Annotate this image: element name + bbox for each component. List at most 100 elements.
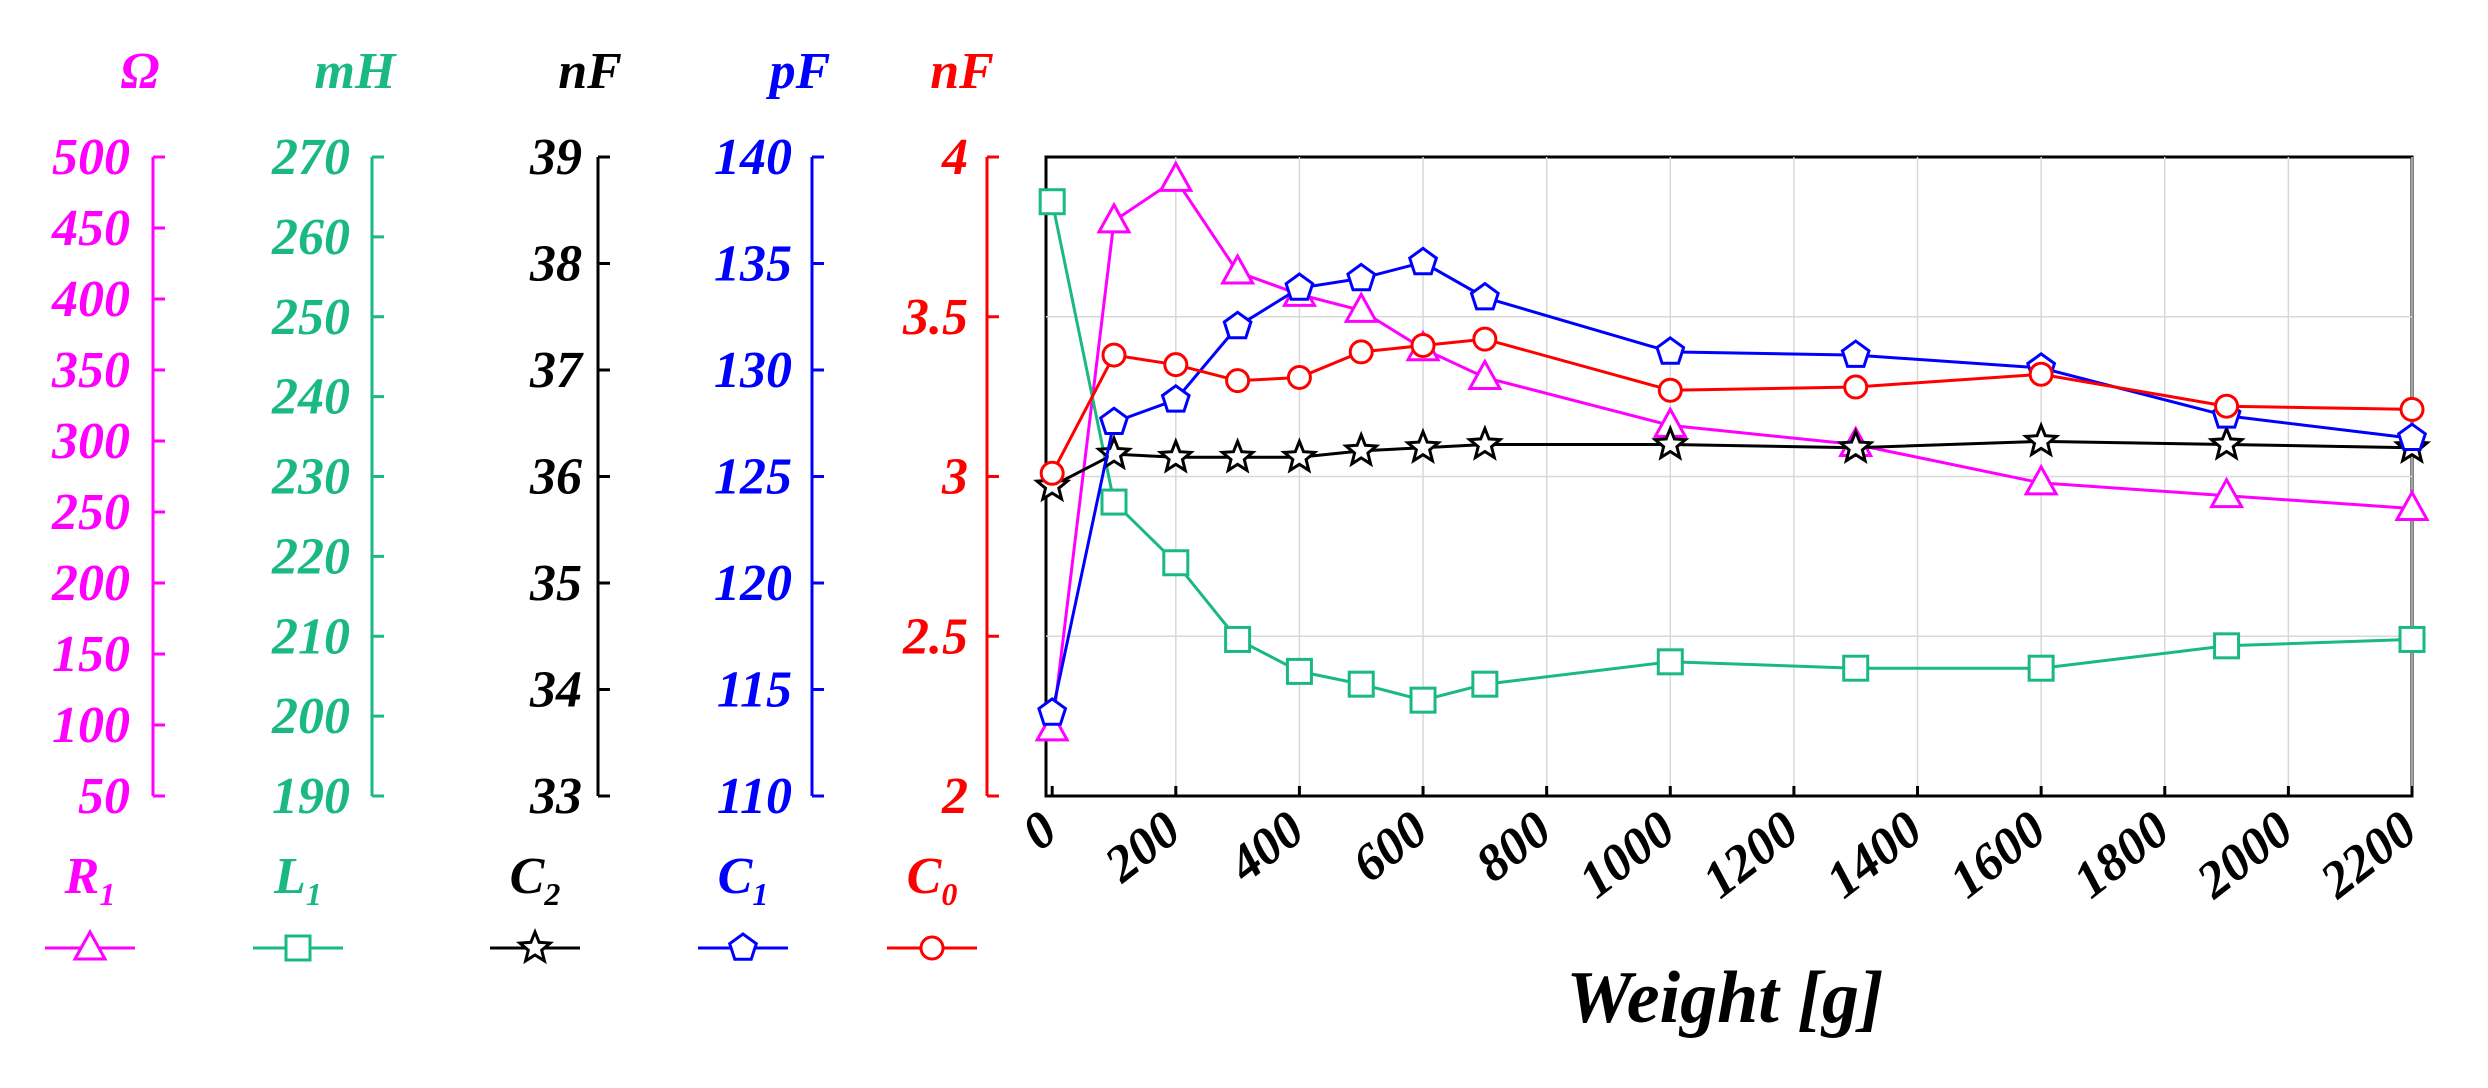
x-tick-label: 200 — [1094, 801, 1191, 895]
data-point-R1 — [2023, 463, 2059, 496]
x-tick-label: 800 — [1465, 801, 1562, 894]
data-point-C0 — [2399, 396, 2425, 422]
series-C0 — [1039, 326, 2425, 486]
legend-marker-R1 — [72, 928, 108, 961]
data-point-C2 — [1836, 427, 1875, 465]
y-tick-label-L1: 240 — [271, 369, 350, 426]
series-line-C2 — [1051, 439, 2413, 488]
data-point-L1 — [1224, 625, 1252, 653]
data-point-R1 — [1343, 291, 1379, 323]
y-tick-label-C1: 130 — [714, 342, 792, 399]
data-point-C1 — [1284, 272, 1315, 301]
y-tick-label-L1: 230 — [271, 449, 350, 506]
data-point-R1 — [1220, 252, 1256, 285]
x-tick-label: 400 — [1217, 801, 1314, 895]
x-tick-label: 1200 — [1692, 801, 1809, 910]
left-axes: Ω50100150200250300350400450500mH19020021… — [51, 43, 999, 825]
legend-entry-C0: C0 — [887, 848, 977, 961]
data-point-R1 — [2209, 476, 2245, 509]
data-point-C2 — [1403, 427, 1443, 465]
data-point-C1 — [2396, 422, 2428, 451]
y-tick-label-L1: 220 — [271, 528, 350, 585]
y-tick-label-R1: 450 — [51, 200, 130, 257]
y-axis-C2: nF 33 34 35 36 37 38 39 — [529, 43, 622, 825]
y-axis-unit-C0: nF — [930, 43, 994, 100]
data-point-C0 — [1410, 333, 1436, 359]
data-point-C0 — [1657, 377, 1683, 403]
data-point-L1 — [1471, 670, 1499, 698]
data-point-C0 — [2028, 361, 2054, 387]
data-point-C1 — [1407, 246, 1439, 276]
data-point-C0 — [2214, 393, 2240, 419]
y-tick-label-C2: 35 — [529, 555, 582, 612]
y-tick-label-R1: 50 — [78, 768, 130, 825]
legend-entry-C1: C1 — [698, 848, 788, 961]
legend-marker-C0 — [919, 935, 945, 961]
x-tick-label: 2000 — [2186, 801, 2304, 911]
data-point-C1 — [1098, 406, 1130, 435]
data-point-L1 — [2398, 625, 2426, 653]
y-tick-label-L1: 210 — [271, 608, 350, 665]
series-C2 — [1033, 421, 2432, 503]
data-point-C2 — [1094, 434, 1134, 471]
data-point-C2 — [1342, 430, 1381, 468]
y-tick-label-C2: 39 — [529, 129, 582, 186]
y-axis-L1: mH 190 200 210 220 230 240 250 260 270 — [271, 43, 397, 825]
y-axis-C1: pF 110 115 120 125 130 135 140 — [714, 43, 830, 825]
data-point-L1 — [2213, 632, 2241, 660]
data-point-C0 — [1101, 342, 1127, 368]
data-point-L1 — [1038, 188, 1066, 216]
y-tick-label-R1: 150 — [52, 626, 130, 683]
x-tick-label: 1400 — [1816, 801, 1933, 910]
data-point-C2 — [1651, 424, 1690, 461]
y-tick-label-C2: 34 — [529, 662, 582, 719]
y-tick-label-C1: 125 — [714, 449, 792, 506]
gridlines — [1046, 157, 2413, 796]
data-point-C2 — [1156, 437, 1195, 474]
data-point-L1 — [1656, 648, 1684, 676]
data-point-C0 — [1286, 364, 1312, 390]
x-tick-label: 600 — [1342, 801, 1439, 894]
legend-marker-L1 — [284, 934, 312, 962]
data-point-C1 — [1160, 383, 1191, 413]
y-tick-label-L1: 260 — [271, 209, 350, 266]
y-tick-label-L1: 250 — [271, 289, 350, 346]
data-point-C2 — [1218, 437, 1257, 474]
legend-label-C2: C2 — [510, 848, 561, 912]
y-tick-label-C0: 3 — [941, 449, 968, 506]
y-tick-label-C1: 115 — [717, 662, 792, 719]
y-tick-label-C1: 120 — [714, 555, 792, 612]
data-point-L1 — [1347, 670, 1375, 698]
legend-marker-C2 — [515, 927, 555, 965]
data-point-L1 — [1285, 657, 1313, 685]
data-point-C2 — [2022, 421, 2061, 458]
y-tick-label-R1: 500 — [52, 129, 130, 186]
data-point-L1 — [1100, 488, 1128, 516]
data-point-C1 — [1655, 336, 1686, 365]
series-line-L1 — [1050, 201, 2413, 702]
legend-label-L1: L1 — [273, 848, 322, 912]
data-point-C0 — [1039, 460, 1065, 486]
data-point-C0 — [1225, 368, 1251, 394]
data-point-C2 — [1280, 437, 1319, 474]
data-point-R1 — [1096, 201, 1132, 234]
y-axis-C0: nF 2 2.5 3 3.5 4 — [902, 43, 999, 825]
data-point-C2 — [2207, 424, 2246, 461]
x-tick-label: 1000 — [1569, 801, 1686, 910]
x-tick-label: 0 — [1012, 801, 1068, 862]
y-tick-label-C1: 110 — [717, 768, 792, 825]
x-tick-label: 1800 — [2063, 801, 2180, 910]
y-tick-label-L1: 270 — [271, 129, 350, 186]
data-point-R1 — [1034, 709, 1070, 742]
data-point-L1 — [2027, 654, 2055, 682]
y-tick-label-C2: 33 — [529, 768, 582, 825]
y-tick-label-L1: 190 — [272, 768, 350, 825]
y-axis-unit-C1: pF — [766, 43, 831, 100]
data-point-C2 — [1465, 424, 1504, 461]
series-line-C0 — [1050, 337, 2413, 474]
y-tick-label-R1: 200 — [51, 555, 130, 612]
data-point-C1 — [1469, 281, 1500, 311]
y-tick-label-C2: 37 — [529, 342, 584, 399]
y-tick-label-C0: 4 — [941, 129, 968, 186]
